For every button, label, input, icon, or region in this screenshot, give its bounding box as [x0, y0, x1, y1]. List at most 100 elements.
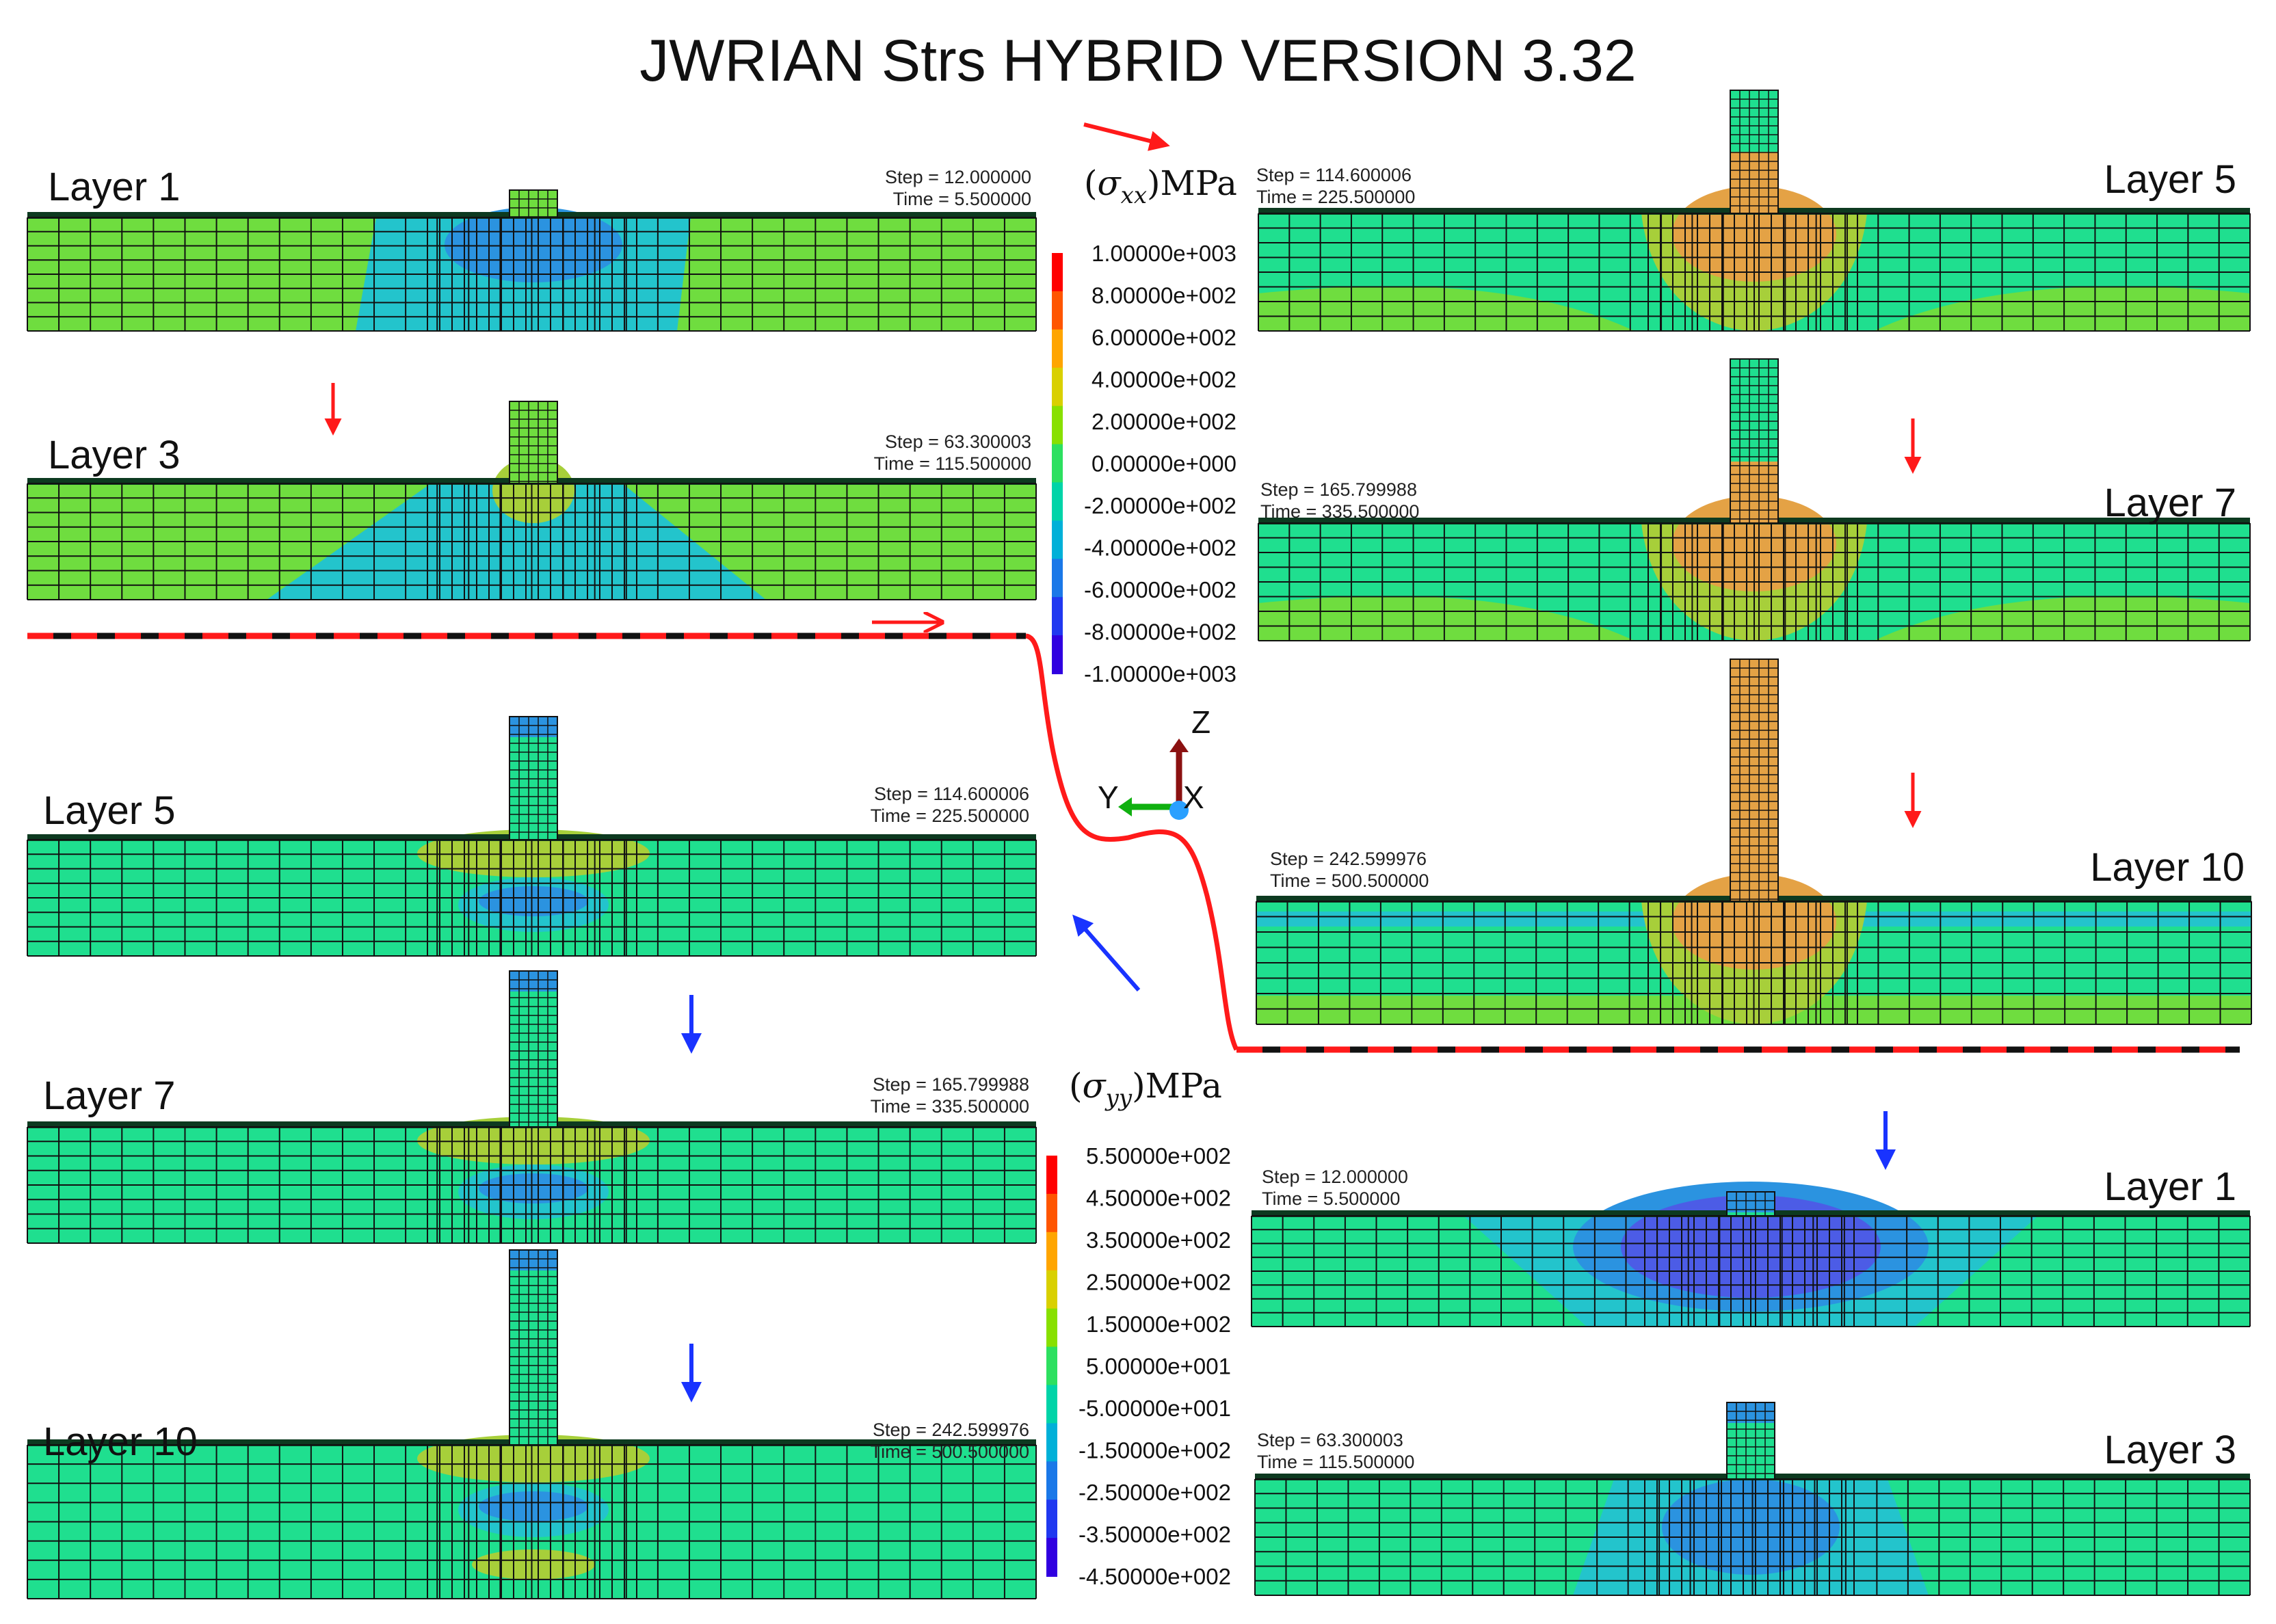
- step-value: Step = 12.000000: [1262, 1167, 1408, 1187]
- layer-label: Layer 7: [43, 1074, 175, 1118]
- colorbar-segment: [1046, 1193, 1057, 1233]
- panel-column: [1730, 358, 1779, 524]
- colorbar-tick-label: -8.00000e+002: [1084, 620, 1236, 645]
- colorbar-segment: [1052, 329, 1063, 369]
- layer-label: Layer 5: [43, 788, 175, 833]
- colorbar-tick-label: -5.00000e+001: [1079, 1396, 1231, 1421]
- arrow-blue-upleft: [1072, 914, 1141, 991]
- panel-column: [509, 1249, 558, 1446]
- colorbar-tick-label: 4.50000e+002: [1086, 1186, 1231, 1211]
- flow-arrows: [324, 122, 1922, 1402]
- panel-mesh: [1251, 1215, 2251, 1327]
- axes-triad: Z Y X: [1098, 704, 1210, 820]
- time-value: Time = 335.500000: [871, 1096, 1029, 1117]
- panel-mesh: [27, 839, 1037, 957]
- syy-colorbar-bar: [1046, 1156, 1057, 1577]
- colorbar-tick-label: 6.00000e+002: [1091, 325, 1236, 350]
- sxx-colorbar-bar: [1052, 253, 1063, 674]
- time-value: Time = 335.500000: [1260, 501, 1419, 522]
- colorbar-segment: [1046, 1538, 1057, 1577]
- colorbar-segment: [1046, 1308, 1057, 1348]
- arrow-red-diagonal: [1083, 122, 1170, 151]
- time-value: Time = 500.500000: [1270, 870, 1429, 891]
- layer-label: Layer 7: [2104, 481, 2236, 525]
- syy-unit-label: (σyy)MPa: [1069, 1066, 1222, 1112]
- panel-mesh: [1258, 522, 2251, 641]
- colorbar-segment: [1046, 1270, 1057, 1309]
- step-value: Step = 242.599976: [1270, 849, 1427, 869]
- sxx-unit-label: (σxx)MPa: [1084, 163, 1237, 209]
- colorbar-tick-label: 5.50000e+002: [1086, 1143, 1231, 1169]
- panel-column: [509, 189, 558, 218]
- colorbar-segment: [1052, 597, 1063, 637]
- layer-label: Layer 10: [2090, 845, 2245, 890]
- time-value: Time = 225.500000: [871, 806, 1029, 826]
- colorbar-tick-label: -2.00000e+002: [1084, 493, 1236, 518]
- panel-column: [1726, 1191, 1775, 1216]
- colorbar-segment: [1052, 635, 1063, 674]
- time-value: Time = 500.500000: [871, 1441, 1029, 1462]
- panel-column: [509, 970, 558, 1128]
- colorbar-segment: [1046, 1461, 1057, 1501]
- axis-y-label: Y: [1098, 780, 1119, 815]
- colorbar-tick-label: -6.00000e+002: [1084, 577, 1236, 602]
- colorbar-segment: [1046, 1232, 1057, 1271]
- syy-colorbar: (σyy)MPa 5.50000e+002 4.50000e+002 3.50000…: [1046, 1066, 1231, 1589]
- colorbar-segment: [1052, 444, 1063, 483]
- figure-title: JWRIAN Strs HYBRID VERSION 3.32: [639, 28, 1637, 94]
- panel-column: [509, 401, 558, 484]
- divider-connector-curve: [1025, 633, 1239, 1051]
- colorbar-segment: [1046, 1346, 1057, 1386]
- step-value: Step = 114.600006: [1256, 165, 1412, 185]
- layer-label: Layer 3: [2104, 1428, 2236, 1472]
- axis-x-label: X: [1183, 780, 1204, 815]
- sxx-unit-sub: xx: [1121, 182, 1147, 209]
- colorbar-segment: [1052, 559, 1063, 598]
- step-value: Step = 114.600006: [874, 784, 1029, 804]
- colorbar-segment: [1046, 1423, 1057, 1463]
- sxx-unit-var: σ: [1098, 163, 1122, 203]
- step-value: Step = 12.000000: [885, 167, 1031, 187]
- panel-mesh: [1254, 1478, 2251, 1596]
- step-value: Step = 165.799988: [873, 1074, 1029, 1095]
- colorbar-segment: [1052, 482, 1063, 522]
- colorbar-tick-label: 2.00000e+002: [1091, 409, 1236, 434]
- colorbar-segment: [1052, 405, 1063, 445]
- sxx-colorbar-ticks: 1.00000e+003 8.00000e+002 6.00000e+002 4.00…: [1084, 241, 1236, 687]
- syy-unit-sub: yy: [1104, 1084, 1133, 1112]
- section-divider: [27, 633, 2240, 1053]
- syy-colorbar-ticks: 5.50000e+002 4.50000e+002 3.50000e+002 2.50…: [1079, 1143, 1231, 1589]
- syy-unit: MPa: [1146, 1066, 1222, 1106]
- colorbar-tick-label: 1.50000e+002: [1086, 1312, 1231, 1337]
- colorbar-tick-label: 0.00000e+000: [1091, 451, 1236, 477]
- time-value: Time = 115.500000: [1257, 1452, 1414, 1472]
- step-value: Step = 63.300003: [885, 431, 1031, 452]
- panel-column: [509, 716, 558, 840]
- colorbar-segment: [1052, 367, 1063, 407]
- sxx-unit: MPa: [1161, 163, 1237, 203]
- step-value: Step = 63.300003: [1257, 1430, 1403, 1450]
- colorbar-tick-label: 2.50000e+002: [1086, 1270, 1231, 1295]
- panel-mesh: [27, 217, 1037, 332]
- colorbar-tick-label: -2.50000e+002: [1079, 1480, 1231, 1505]
- time-value: Time = 115.500000: [874, 453, 1031, 474]
- colorbar-segment: [1052, 291, 1063, 330]
- colorbar-segment: [1052, 253, 1063, 292]
- time-value: Time = 5.500000: [893, 189, 1031, 209]
- colorbar-tick-label: 5.00000e+001: [1086, 1354, 1231, 1379]
- layer-label: Layer 1: [48, 165, 180, 209]
- syy-unit-var: σ: [1083, 1066, 1107, 1106]
- panel-column: [1730, 90, 1779, 214]
- layer-label: Layer 3: [48, 433, 180, 477]
- panel-mesh: [27, 1444, 1037, 1599]
- colorbar-tick-label: -3.50000e+002: [1079, 1522, 1231, 1547]
- colorbar-tick-label: -4.50000e+002: [1079, 1564, 1231, 1589]
